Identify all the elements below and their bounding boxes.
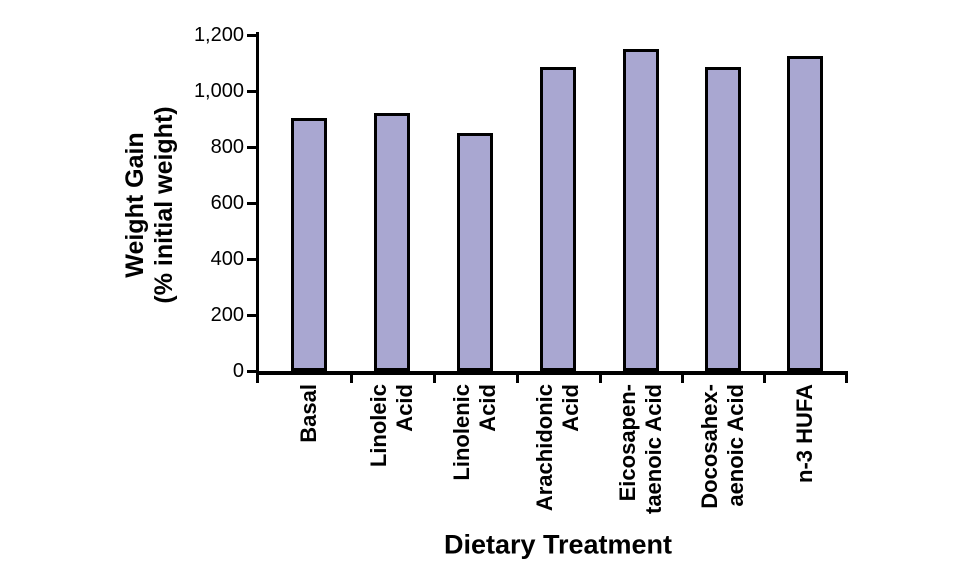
x-category-label: Basal <box>296 384 321 443</box>
x-category-label: Linolenic Acid <box>449 384 500 481</box>
x-category-label: Docosahex- aenoic Acid <box>697 384 748 509</box>
y-tick-label: 800 <box>210 136 244 158</box>
x-tick-mark <box>680 375 684 383</box>
bar <box>291 117 327 371</box>
bar <box>787 56 823 371</box>
bar <box>457 133 493 371</box>
y-tick-label: 400 <box>210 248 244 270</box>
bar <box>540 67 576 371</box>
x-tick-mark <box>598 375 602 383</box>
bar <box>623 49 659 371</box>
x-axis-title: Dietary Treatment <box>443 529 673 560</box>
x-tick-mark <box>349 375 353 383</box>
x-tick-mark <box>844 375 848 383</box>
x-axis-line <box>256 371 848 375</box>
x-tick-mark <box>432 375 436 383</box>
y-tick-mark <box>247 145 256 149</box>
y-tick-label: 1,200 <box>193 24 244 46</box>
y-tick-mark <box>247 257 256 261</box>
y-axis-line <box>256 32 259 375</box>
y-tick-mark <box>247 369 256 373</box>
y-tick-label: 600 <box>210 192 244 214</box>
y-tick-label: 0 <box>232 360 244 382</box>
y-tick-label: 1,000 <box>193 80 244 102</box>
y-tick-label: 200 <box>210 304 244 326</box>
y-tick-mark <box>247 313 256 317</box>
x-category-label: Eicosapen- taenoic Acid <box>615 384 666 514</box>
bar <box>705 67 741 371</box>
bar <box>374 113 410 371</box>
x-category-label: Arachidonic Acid <box>532 384 583 512</box>
x-category-label: n-3 HUFA <box>792 384 817 483</box>
y-tick-mark <box>247 33 256 37</box>
x-category-label: Linoleic Acid <box>366 384 417 468</box>
y-tick-mark <box>247 89 256 93</box>
x-tick-mark <box>255 375 259 383</box>
x-tick-mark <box>762 375 766 383</box>
y-tick-mark <box>247 201 256 205</box>
x-tick-mark <box>515 375 519 383</box>
